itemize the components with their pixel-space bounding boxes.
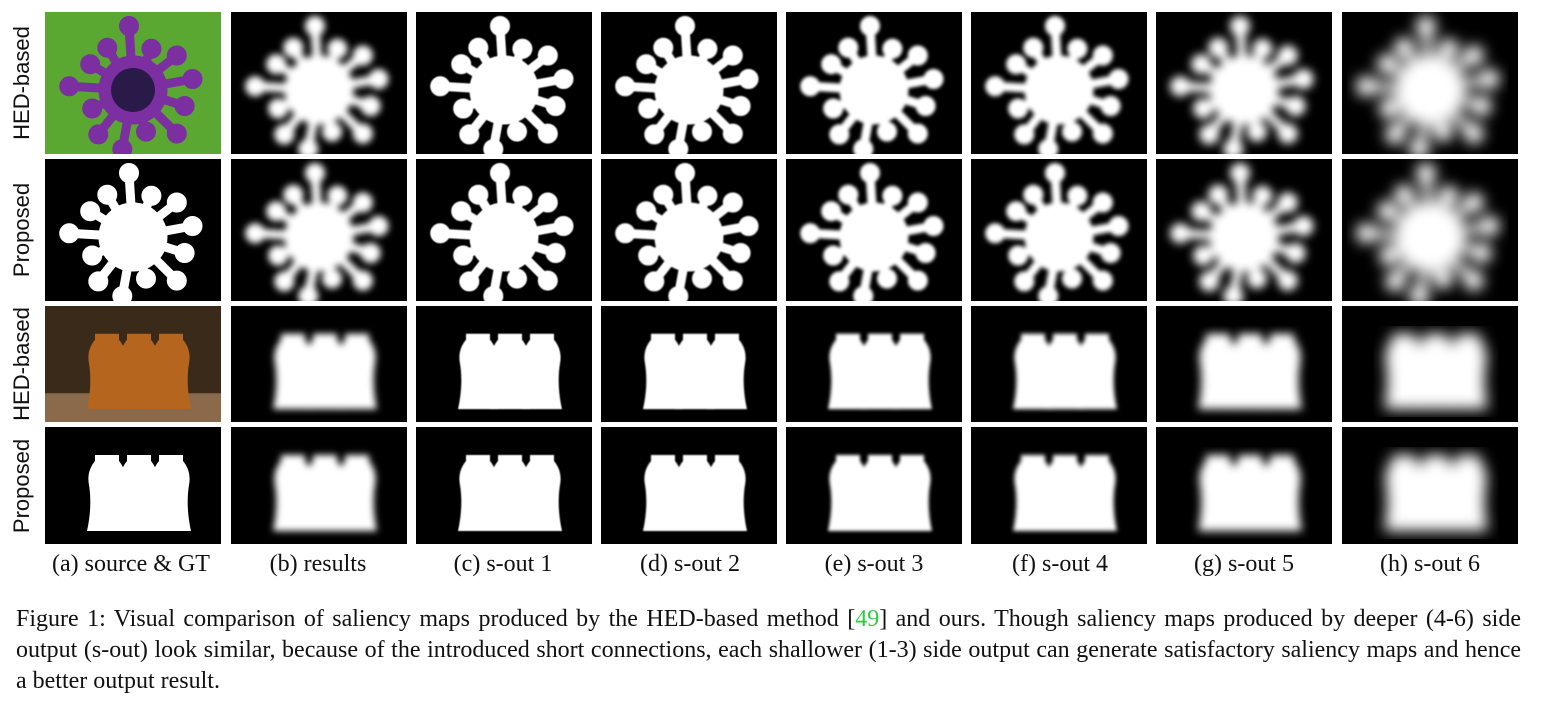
row-label-4: Proposed: [9, 438, 34, 533]
column-caption-f: (f) s-out 4: [1012, 551, 1108, 577]
saliency-map-r3-c8: [1342, 306, 1518, 422]
saliency-map-r2-c5: [786, 159, 962, 301]
saliency-map-r2-c8: [1342, 159, 1518, 301]
saliency-map-r4-c4: [601, 427, 777, 544]
row-label-1: HED-based: [9, 26, 34, 140]
saliency-map-r2-c2: [231, 159, 407, 301]
saliency-map-r3-c1: [45, 306, 221, 422]
saliency-map-r4-c6: [971, 427, 1147, 544]
saliency-map-r1-c5: [786, 12, 962, 154]
saliency-map-r3-c5: [786, 306, 962, 422]
saliency-map-r3-c6: [971, 306, 1147, 422]
column-caption-c: (c) s-out 1: [453, 551, 553, 577]
saliency-map-r2-c1: [45, 159, 221, 301]
caption-lead: Figure 1: Visual comparison of saliency …: [16, 606, 856, 632]
saliency-map-r3-c4: [601, 306, 777, 422]
saliency-map-r4-c7: [1156, 427, 1332, 544]
saliency-map-r1-c7: [1156, 12, 1332, 154]
saliency-map-r4-c8: [1342, 427, 1518, 544]
saliency-map-r1-c1: [45, 12, 221, 154]
row-label-2: Proposed: [9, 182, 34, 278]
saliency-map-r4-c1: [45, 427, 221, 544]
column-caption-d: (d) s-out 2: [640, 551, 740, 577]
figure-caption: Figure 1: Visual comparison of saliency …: [16, 604, 1521, 697]
saliency-map-r4-c5: [786, 427, 962, 544]
saliency-map-r2-c3: [416, 159, 592, 301]
saliency-map-r1-c3: [416, 12, 592, 154]
saliency-map-r1-c6: [971, 12, 1147, 154]
column-caption-g: (g) s-out 5: [1194, 551, 1294, 577]
column-caption-h: (h) s-out 6: [1380, 551, 1480, 577]
column-caption-b: (b) results: [269, 551, 367, 577]
saliency-map-r3-c3: [416, 306, 592, 422]
saliency-map-r1-c4: [601, 12, 777, 154]
citation-link[interactable]: 49: [855, 606, 880, 632]
saliency-map-r2-c7: [1156, 159, 1332, 301]
saliency-map-r4-c2: [231, 427, 407, 544]
saliency-map-r3-c2: [231, 306, 407, 422]
row-label-3: HED-based: [9, 307, 34, 421]
saliency-map-r3-c7: [1156, 306, 1332, 422]
saliency-map-r1-c2: [231, 12, 407, 154]
saliency-map-r2-c4: [601, 159, 777, 301]
saliency-map-r2-c6: [971, 159, 1147, 301]
column-caption-e: (e) s-out 3: [824, 551, 924, 577]
column-caption-a: (a) source & GT: [52, 551, 210, 577]
caption-rest: ] and ours. Though saliency maps produce…: [16, 606, 1521, 694]
saliency-map-r1-c8: [1342, 12, 1518, 154]
saliency-map-r4-c3: [416, 427, 592, 544]
